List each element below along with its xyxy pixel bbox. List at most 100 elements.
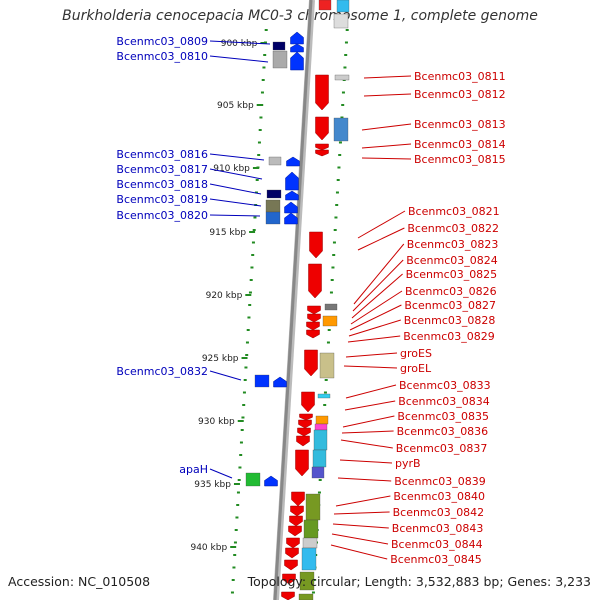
map-title: Burkholderia cenocepacia MC0-3 chromosom… (62, 8, 538, 24)
feature-block (303, 519, 319, 539)
label-connector (209, 198, 262, 207)
gene-label-right: Bcenmc03_0812 (414, 88, 506, 101)
gene-label-right: Bcenmc03_0839 (394, 475, 486, 488)
reverse-gene-arrow (298, 419, 312, 429)
reverse-gene-arrow (281, 591, 295, 600)
label-connector (337, 477, 392, 482)
forward-gene-arrow (290, 43, 304, 53)
kbp-label: 905 kbp (217, 101, 254, 111)
gene-label-right: Bcenmc03_0833 (399, 379, 491, 392)
genome-stats-text: Topology: circular; Length: 3,532,883 bp… (247, 574, 591, 589)
label-connector (345, 384, 397, 399)
kbp-label: 915 kbp (209, 228, 246, 238)
gene-label-right: Bcenmc03_0843 (392, 522, 484, 535)
gene-label-right: Bcenmc03_0837 (396, 442, 488, 455)
label-connector (333, 511, 390, 515)
gene-label-right: Bcenmc03_0825 (406, 268, 498, 281)
gene-label-right: Bcenmc03_0814 (414, 138, 506, 151)
feature-block (324, 303, 338, 311)
feature-block (268, 156, 282, 166)
feature-block (336, 0, 350, 13)
label-connector (352, 259, 404, 312)
feature-block (315, 415, 329, 425)
feature-block (333, 13, 349, 29)
label-connector (361, 143, 412, 149)
label-connector (209, 55, 269, 63)
gene-label-right: Bcenmc03_0842 (393, 506, 485, 519)
label-connector (209, 370, 242, 381)
feature-block (272, 41, 286, 51)
label-connector (335, 495, 391, 507)
label-connector (357, 210, 406, 239)
label-connector (363, 75, 412, 79)
feature-block (318, 0, 332, 11)
gene-label-left: apaH (179, 463, 208, 476)
kbp-label: 940 kbp (190, 543, 227, 553)
label-connector (353, 243, 405, 305)
kbp-label: 920 kbp (206, 291, 243, 301)
label-connector (350, 290, 403, 325)
reverse-gene-arrow (291, 491, 305, 507)
label-connector (209, 168, 263, 180)
gene-label-right: Bcenmc03_0835 (397, 410, 489, 423)
gene-label-right: Bcenmc03_0826 (405, 285, 497, 298)
feature-block (298, 593, 314, 600)
reverse-gene-arrow (315, 116, 329, 141)
label-connector (209, 214, 261, 217)
forward-gene-arrow (290, 31, 304, 45)
feature-block (266, 189, 282, 199)
label-connector (331, 533, 389, 545)
forward-gene-arrow (290, 51, 304, 71)
feature-block (299, 571, 315, 591)
forward-gene-arrow (285, 190, 299, 201)
gene-label-left: Bcenmc03_0809 (116, 35, 208, 48)
feature-block (334, 74, 350, 81)
gene-label-right: groEL (400, 362, 432, 375)
feature-block (254, 374, 270, 388)
label-connector (343, 365, 398, 369)
label-connector (347, 335, 401, 343)
forward-gene-arrow (264, 475, 278, 487)
gene-label-right: Bcenmc03_0815 (414, 153, 506, 166)
kbp-label: 910 kbp (213, 164, 250, 174)
gene-label-left: Bcenmc03_0832 (116, 365, 208, 378)
feature-block (265, 199, 281, 213)
reverse-gene-arrow (306, 329, 320, 339)
gene-label-right: Bcenmc03_0840 (393, 490, 485, 503)
reverse-gene-arrow (315, 149, 329, 157)
accession-text: Accession: NC_010508 (8, 574, 151, 589)
label-connector (349, 304, 402, 331)
kbp-label: 935 kbp (194, 480, 231, 490)
gene-label-right: Bcenmc03_0836 (397, 425, 489, 438)
label-connector (351, 273, 403, 319)
label-connector (361, 157, 412, 160)
feature-block (313, 429, 328, 451)
kbp-label: 930 kbp (198, 417, 235, 427)
label-connector (209, 153, 265, 161)
reverse-gene-arrow (295, 449, 309, 477)
forward-gene-arrow (284, 212, 298, 225)
kbp-label: 900 kbp (221, 39, 258, 49)
gene-label-right: Bcenmc03_0844 (391, 538, 483, 551)
reverse-gene-arrow (306, 321, 320, 331)
forward-gene-arrow (285, 171, 299, 191)
reverse-gene-arrow (308, 263, 322, 299)
label-connector (339, 459, 393, 464)
gene-label-left: Bcenmc03_0820 (116, 209, 208, 222)
label-connector (357, 227, 405, 251)
gene-label-left: Bcenmc03_0818 (116, 178, 208, 191)
reverse-gene-arrow (315, 74, 329, 111)
reverse-gene-arrow (309, 231, 323, 259)
gene-label-left: Bcenmc03_0819 (116, 193, 208, 206)
reverse-gene-arrow (315, 143, 329, 151)
label-connector (342, 415, 395, 428)
label-connector (363, 93, 412, 97)
gene-label-right: Bcenmc03_0829 (403, 330, 495, 343)
reverse-gene-arrow (290, 505, 304, 517)
kbp-label: 925 kbp (202, 354, 239, 364)
reverse-gene-arrow (289, 515, 303, 527)
label-connector (330, 544, 388, 560)
feature-block (312, 449, 327, 468)
feature-block (265, 211, 281, 225)
